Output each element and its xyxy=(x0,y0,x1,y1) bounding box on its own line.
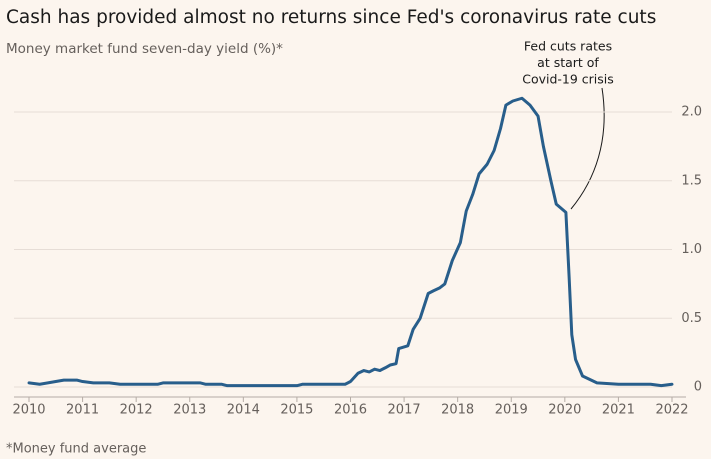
annotation: at start of xyxy=(537,55,599,70)
annotation-connector xyxy=(570,87,605,210)
y-tick-label: 1.0 xyxy=(681,242,702,257)
annotation: Fed cuts rates xyxy=(524,39,612,54)
x-tick-label: 2014 xyxy=(227,403,260,418)
x-tick-label: 2017 xyxy=(388,403,421,418)
x-tick-label: 2012 xyxy=(120,403,153,418)
y-tick-label: 0 xyxy=(694,380,702,395)
x-tick-label: 2019 xyxy=(495,403,528,418)
y-tick-label: 2.0 xyxy=(681,105,702,120)
x-tick-label: 2011 xyxy=(66,403,99,418)
x-tick-label: 2018 xyxy=(441,403,474,418)
x-tick-label: 2020 xyxy=(548,403,581,418)
x-tick-label: 2021 xyxy=(602,403,635,418)
chart-title: Cash has provided almost no returns sinc… xyxy=(6,7,656,28)
x-tick-label: 2016 xyxy=(334,403,367,418)
x-tick-label: 2010 xyxy=(12,403,45,418)
x-tick-label: 2015 xyxy=(280,403,313,418)
x-tick-label: 2013 xyxy=(173,403,206,418)
x-tick-label: 2022 xyxy=(655,403,688,418)
line xyxy=(27,96,674,388)
annotation: Covid-19 crisis xyxy=(522,72,614,87)
y-tick-label: 1.5 xyxy=(681,173,702,188)
chart-subtitle: Money market fund seven-day yield (%)* xyxy=(6,41,283,57)
footnote: *Money fund average xyxy=(6,442,146,457)
y-tick-label: 0.5 xyxy=(681,311,702,326)
